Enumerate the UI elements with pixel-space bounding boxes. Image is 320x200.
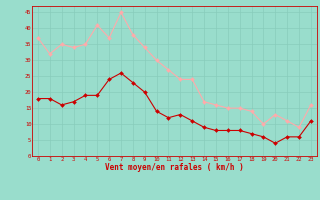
X-axis label: Vent moyen/en rafales ( km/h ): Vent moyen/en rafales ( km/h ) xyxy=(105,163,244,172)
